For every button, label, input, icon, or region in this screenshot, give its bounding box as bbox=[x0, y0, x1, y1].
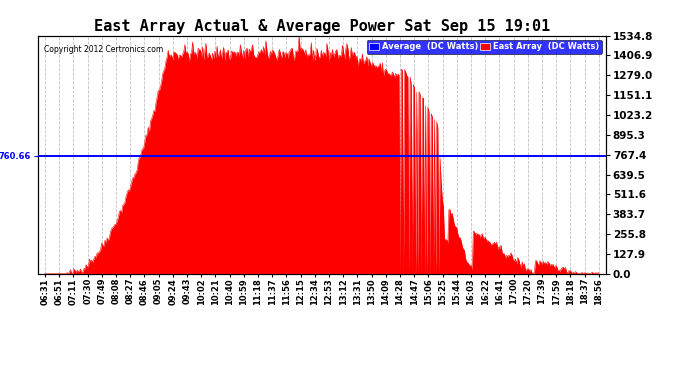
Title: East Array Actual & Average Power Sat Sep 15 19:01: East Array Actual & Average Power Sat Se… bbox=[94, 20, 550, 34]
Legend: Average  (DC Watts), East Array  (DC Watts): Average (DC Watts), East Array (DC Watts… bbox=[366, 40, 602, 54]
Text: Copyright 2012 Certronics.com: Copyright 2012 Certronics.com bbox=[43, 45, 163, 54]
